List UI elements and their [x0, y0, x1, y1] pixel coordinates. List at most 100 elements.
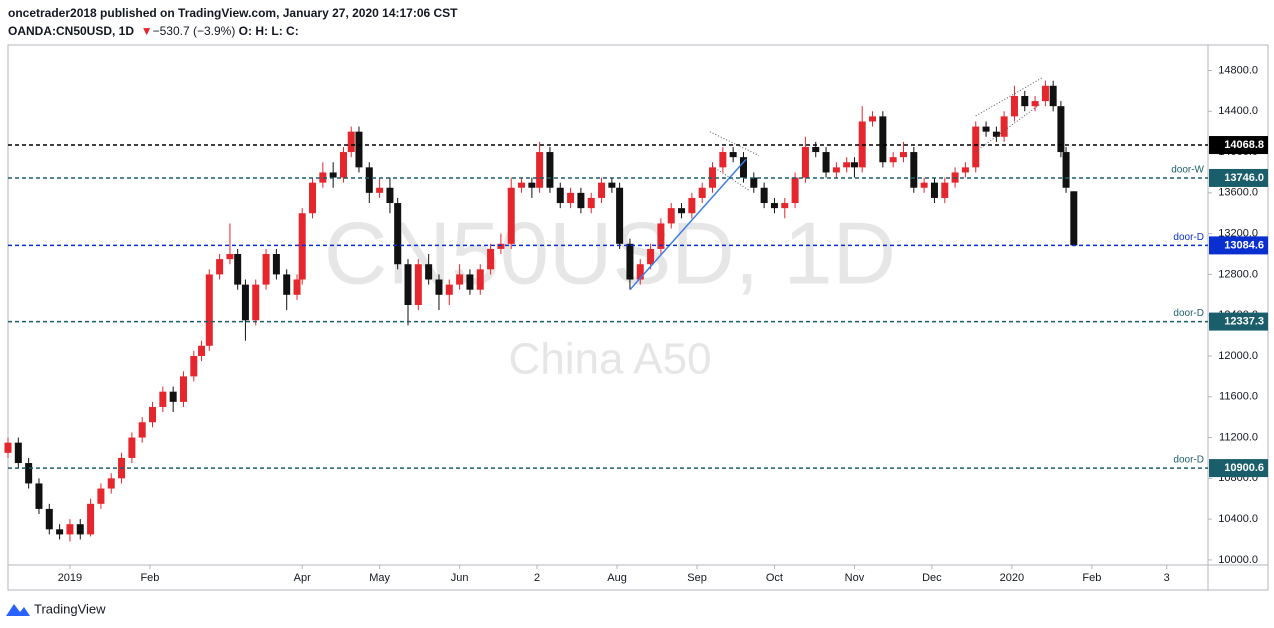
candle-body	[66, 524, 74, 535]
candle-body	[376, 187, 384, 193]
l-label: L:	[271, 24, 283, 38]
candle-body	[205, 274, 213, 346]
candle-body	[567, 192, 575, 204]
logo: TradingView	[6, 601, 106, 616]
candle-body	[1049, 85, 1057, 107]
trend-line	[975, 103, 1041, 152]
candle-body	[507, 187, 515, 244]
candle-body	[25, 463, 33, 484]
x-tick-label: 2	[534, 572, 540, 584]
candle-body	[930, 182, 938, 198]
candle-body	[234, 254, 242, 285]
candle-body	[128, 437, 136, 458]
c-label: C:	[286, 24, 299, 38]
candle-body	[657, 223, 665, 249]
price-box-label: 14068.8	[1224, 139, 1264, 151]
byline: oncetrader2018 published on TradingView.…	[8, 4, 458, 22]
o-label: O:	[238, 24, 253, 38]
candle-body	[719, 152, 727, 168]
level-text: door-D	[1173, 232, 1204, 243]
x-tick-label: 2019	[58, 572, 82, 584]
candle-body	[972, 126, 980, 168]
x-tick-label: Nov	[845, 572, 865, 584]
candle-body	[832, 167, 840, 173]
candle-body	[107, 478, 115, 489]
candle-body	[309, 182, 317, 214]
candle-body	[414, 264, 422, 305]
candle-body	[329, 172, 337, 178]
x-tick-label: Jun	[451, 572, 469, 584]
candle-body	[216, 259, 224, 275]
candle-body	[709, 167, 717, 188]
price-box-label: 13084.6	[1224, 239, 1264, 251]
down-arrow: ▼	[140, 24, 153, 38]
candle-body	[636, 264, 644, 280]
candle-body	[497, 243, 505, 249]
candle-body	[791, 177, 799, 204]
candle-body	[781, 203, 789, 209]
candle-body	[616, 187, 624, 244]
price-box	[1209, 236, 1268, 255]
candle-body	[546, 152, 554, 188]
candle-body	[226, 254, 234, 260]
candle-body	[347, 131, 355, 153]
x-tick-label: May	[369, 572, 390, 584]
symbol-row: OANDA:CN50USD, 1D ▼−530.7 (−3.9%) O: H: …	[8, 22, 458, 40]
candle-body	[910, 152, 918, 188]
candle-body	[159, 391, 167, 407]
header: oncetrader2018 published on TradingView.…	[8, 4, 458, 40]
candle-body	[4, 442, 12, 453]
price-box-label: 12337.3	[1224, 315, 1264, 327]
level-text: door-W	[1171, 165, 1204, 176]
candle-body	[319, 172, 327, 183]
price-box-label: 13746.0	[1224, 172, 1264, 184]
frame	[7, 44, 1269, 591]
candle-body	[87, 503, 95, 535]
candle-body	[298, 213, 306, 280]
candle-body	[850, 162, 858, 168]
candle-body	[1000, 116, 1008, 137]
candle-body	[76, 524, 84, 535]
x-tick-label: Feb	[1082, 572, 1101, 584]
candle-body	[97, 488, 105, 504]
candle-body	[169, 391, 177, 402]
x-tick-label: Feb	[140, 572, 159, 584]
candle-body	[190, 355, 198, 377]
candle-body	[283, 274, 291, 295]
candle-body	[476, 269, 484, 290]
candle-body	[425, 264, 433, 280]
price-box	[1209, 312, 1268, 331]
candle-body	[982, 126, 990, 132]
candle-body	[365, 167, 373, 193]
candle-body	[386, 187, 394, 204]
candle-body	[1021, 95, 1029, 107]
x-tick-label: Dec	[922, 572, 942, 584]
candle-body	[404, 264, 412, 305]
y-tick-label: 13600.0	[1218, 187, 1258, 199]
watermark-sub: China A50	[508, 335, 711, 384]
candle-body	[1062, 152, 1070, 188]
candle-body	[920, 182, 928, 188]
candle-body	[394, 203, 402, 265]
x-tick-label: Sep	[687, 572, 707, 584]
candle-body	[770, 203, 778, 209]
candle-body	[1010, 95, 1018, 117]
candle-body	[626, 243, 634, 280]
candle-body	[688, 197, 696, 214]
candle-body	[179, 376, 187, 402]
candle-body	[667, 208, 675, 224]
candle-body	[1031, 101, 1039, 107]
candle-body	[456, 274, 464, 285]
trend-line	[975, 76, 1044, 117]
price-box	[1209, 459, 1268, 478]
candle-body	[241, 284, 249, 321]
level-text: door-D	[1173, 455, 1204, 466]
x-tick-label: Apr	[294, 572, 311, 584]
candle-body	[598, 182, 606, 198]
candle-body	[889, 157, 897, 163]
x-tick-label: Aug	[607, 572, 627, 584]
trend-line	[709, 131, 760, 156]
candle-body	[729, 152, 737, 158]
